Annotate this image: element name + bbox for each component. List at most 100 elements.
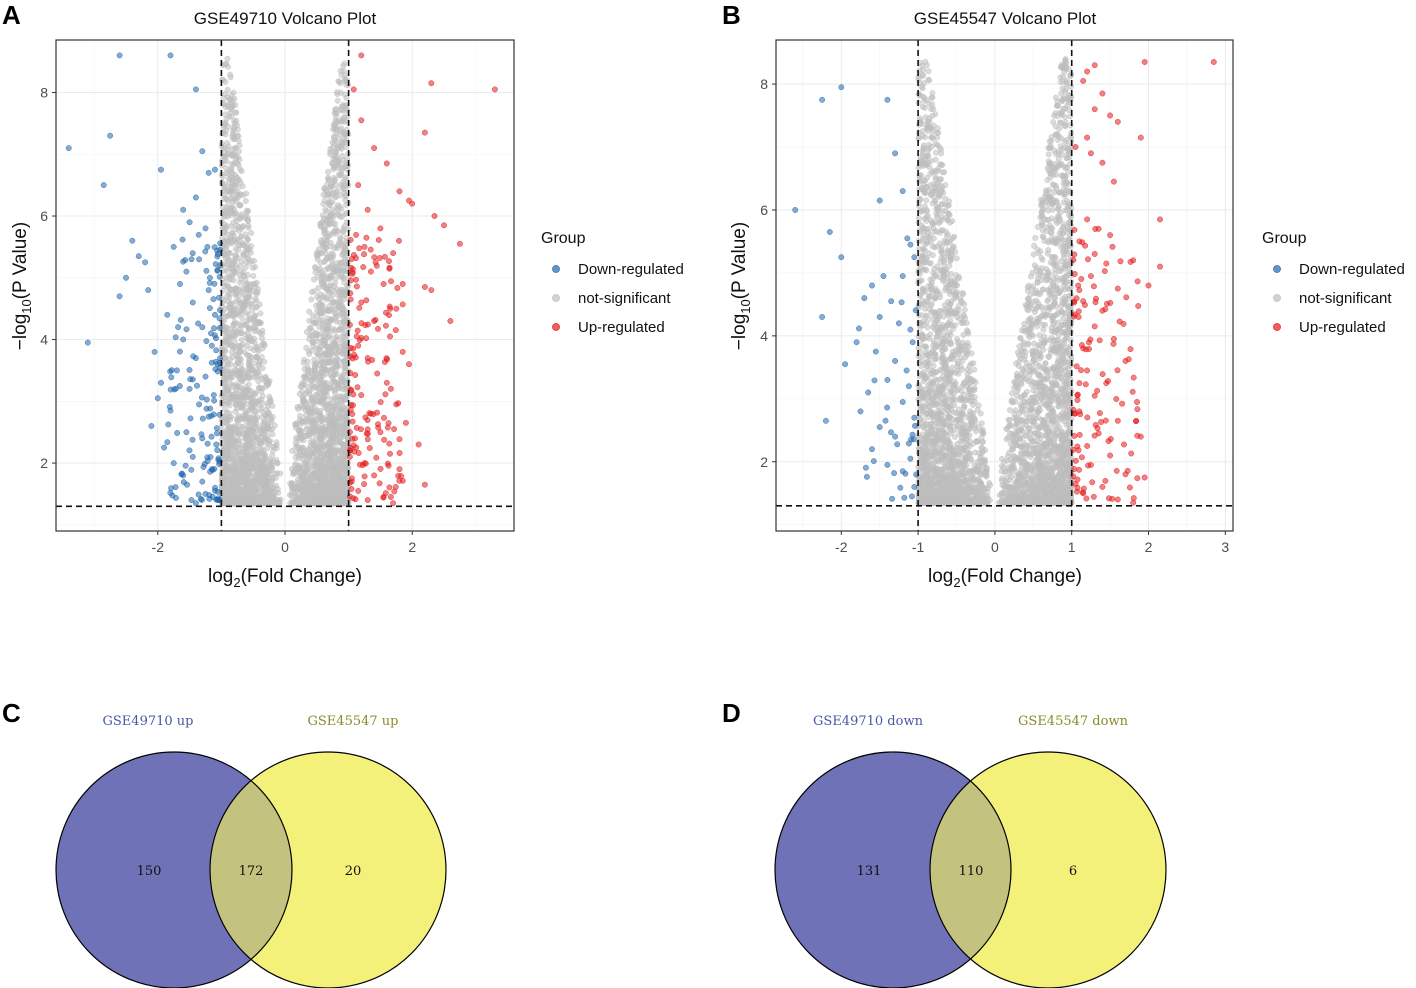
point-not-significant bbox=[250, 281, 257, 288]
point-not-significant bbox=[224, 55, 231, 62]
point-up-regulated bbox=[363, 335, 370, 342]
point-down-regulated bbox=[188, 497, 195, 504]
point-down-regulated bbox=[164, 439, 171, 446]
point-not-significant bbox=[235, 353, 242, 360]
point-not-significant bbox=[228, 97, 235, 103]
point-up-regulated bbox=[355, 182, 362, 189]
point-up-regulated bbox=[387, 305, 394, 312]
point-up-regulated bbox=[409, 200, 416, 207]
point-not-significant bbox=[242, 264, 249, 271]
point-down-regulated bbox=[186, 447, 193, 454]
point-down-regulated bbox=[210, 296, 217, 303]
point-not-significant bbox=[323, 451, 330, 458]
point-not-significant bbox=[249, 396, 256, 403]
point-up-regulated bbox=[353, 231, 360, 238]
point-not-significant bbox=[258, 434, 265, 441]
point-not-significant bbox=[342, 196, 349, 203]
point-down-regulated bbox=[195, 320, 202, 327]
point-not-significant bbox=[230, 322, 237, 329]
point-not-significant bbox=[269, 402, 276, 409]
point-not-significant bbox=[227, 74, 234, 81]
point-down-regulated bbox=[182, 462, 189, 469]
point-not-significant bbox=[291, 469, 297, 476]
point-up-regulated bbox=[406, 361, 412, 368]
point-up-regulated bbox=[390, 250, 397, 257]
point-up-regulated bbox=[396, 188, 403, 195]
point-not-significant bbox=[316, 246, 322, 253]
x-tick-label: -2 bbox=[152, 539, 165, 555]
point-up-regulated bbox=[441, 222, 447, 229]
point-down-regulated bbox=[167, 386, 174, 393]
point-not-significant bbox=[326, 201, 333, 208]
point-down-regulated bbox=[212, 311, 218, 318]
point-not-significant bbox=[227, 210, 234, 217]
point-not-significant bbox=[243, 352, 250, 358]
point-up-regulated bbox=[393, 305, 400, 312]
point-not-significant bbox=[245, 224, 252, 231]
point-not-significant bbox=[340, 357, 347, 364]
point-not-significant bbox=[316, 308, 323, 315]
point-up-regulated bbox=[428, 80, 435, 87]
point-not-significant bbox=[250, 273, 257, 279]
point-up-regulated bbox=[381, 253, 388, 260]
point-up-regulated bbox=[386, 258, 392, 265]
point-not-significant bbox=[252, 417, 258, 424]
point-up-regulated bbox=[431, 213, 438, 219]
point-not-significant bbox=[333, 126, 340, 133]
point-not-significant bbox=[306, 452, 313, 459]
point-not-significant bbox=[341, 344, 348, 351]
point-not-significant bbox=[333, 227, 340, 234]
point-up-regulated bbox=[354, 327, 361, 334]
point-down-regulated bbox=[208, 330, 214, 337]
point-down-regulated bbox=[180, 336, 187, 343]
point-not-significant bbox=[271, 470, 278, 477]
point-down-regulated bbox=[167, 52, 174, 59]
point-up-regulated bbox=[387, 385, 394, 392]
point-not-significant bbox=[306, 325, 313, 332]
point-not-significant bbox=[244, 236, 251, 243]
point-not-significant bbox=[311, 441, 318, 448]
point-not-significant bbox=[244, 280, 251, 287]
point-not-significant bbox=[298, 428, 305, 434]
point-down-regulated bbox=[211, 397, 218, 404]
y-tick-label: 6 bbox=[40, 208, 48, 224]
point-not-significant bbox=[300, 437, 307, 444]
point-down-regulated bbox=[211, 325, 217, 332]
point-down-regulated bbox=[194, 382, 200, 389]
point-not-significant bbox=[221, 361, 228, 368]
point-not-significant bbox=[257, 373, 264, 380]
point-down-regulated bbox=[198, 394, 205, 401]
point-down-regulated bbox=[158, 166, 164, 173]
x-axis-ticks: -2 0 2 bbox=[152, 531, 416, 555]
point-not-significant bbox=[223, 434, 230, 441]
point-not-significant bbox=[257, 310, 264, 317]
point-not-significant bbox=[264, 423, 271, 429]
point-up-regulated bbox=[396, 237, 402, 244]
point-not-significant bbox=[330, 421, 337, 428]
point-not-significant bbox=[318, 269, 325, 276]
point-up-regulated bbox=[362, 322, 369, 329]
point-not-significant bbox=[221, 221, 228, 228]
point-up-regulated bbox=[364, 436, 371, 443]
point-not-significant bbox=[232, 452, 239, 459]
point-not-significant bbox=[314, 350, 320, 357]
point-down-regulated bbox=[197, 496, 204, 502]
point-not-significant bbox=[324, 464, 330, 471]
point-up-regulated bbox=[398, 473, 405, 480]
point-down-regulated bbox=[205, 287, 212, 294]
point-down-regulated bbox=[213, 441, 220, 448]
point-down-regulated bbox=[158, 379, 164, 386]
point-up-regulated bbox=[447, 318, 454, 324]
point-not-significant bbox=[230, 384, 237, 391]
point-not-significant bbox=[331, 245, 338, 252]
point-not-significant bbox=[273, 457, 280, 463]
point-down-regulated bbox=[100, 182, 107, 189]
point-not-significant bbox=[324, 367, 331, 373]
point-not-significant bbox=[235, 137, 242, 144]
point-not-significant bbox=[309, 400, 316, 407]
point-not-significant bbox=[331, 134, 338, 141]
point-down-regulated bbox=[183, 326, 190, 333]
point-not-significant bbox=[318, 239, 325, 246]
point-not-significant bbox=[231, 343, 238, 350]
point-up-regulated bbox=[361, 473, 368, 480]
